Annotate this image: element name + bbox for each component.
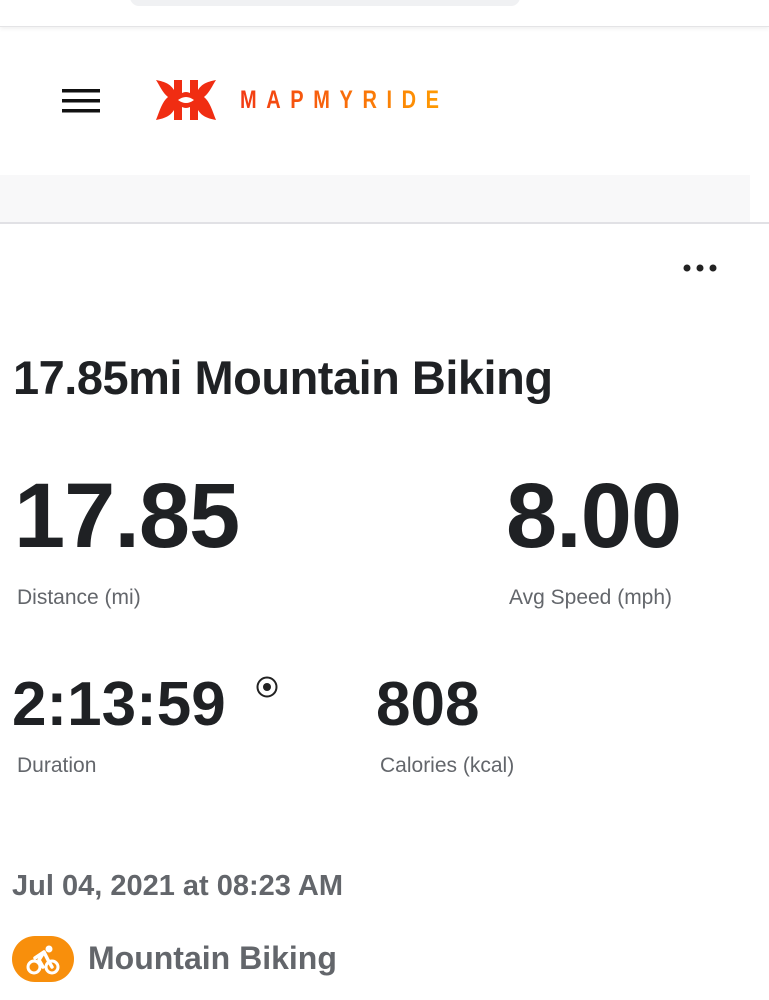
sub-navigation-bar [0,175,750,222]
bicycle-icon [26,945,60,975]
under-armour-logo-icon [156,80,216,120]
brand-name: MAPMYRIDE [240,85,449,114]
activity-type: Mountain Biking [88,940,337,976]
workout-date: Jul 04, 2021 at 08:23 AM [12,870,343,902]
distance-value: 17.85 [14,465,240,567]
address-bar[interactable] [130,0,520,6]
more-options-icon[interactable] [680,258,720,278]
calories-label: Calories (kcal) [380,754,515,777]
avg-speed-label: Avg Speed (mph) [509,586,673,609]
mapmyride-logo[interactable]: MAPMYRIDE [152,80,501,120]
distance-label: Distance (mi) [17,586,141,609]
duration-info-icon[interactable] [255,675,279,699]
activity-badge [12,936,74,982]
browser-top-bar [0,0,769,27]
duration-label: Duration [17,754,97,777]
hamburger-menu-icon[interactable] [62,87,100,115]
workout-title: 17.85mi Mountain Biking [13,351,553,404]
avg-speed-value: 8.00 [506,465,682,567]
divider [0,222,769,224]
duration-value: 2:13:59 [12,670,226,739]
calories-value: 808 [376,670,480,739]
